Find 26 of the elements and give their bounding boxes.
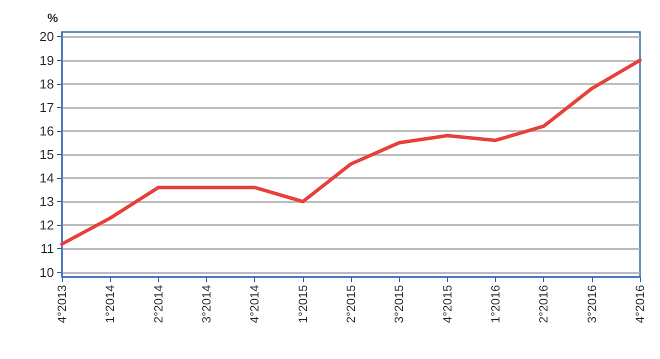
y-tick-label: 19 [40,52,54,68]
y-tick-label: 11 [40,241,54,256]
y-tick-label: 14 [40,170,54,186]
x-tick-label: 2°2016 [536,284,551,324]
x-tick-label: 2°2015 [344,284,358,324]
x-tick-label: 4°2016 [633,284,647,324]
x-tick-label: 4°2015 [440,284,454,324]
x-tick-label: 1°2014 [103,284,118,324]
y-tick-label: 13 [40,194,54,210]
y-tick-label: 10 [40,264,54,280]
x-tick-label: 3°2014 [200,284,214,324]
x-tick-label: 3°2015 [392,284,406,324]
x-tick-label: 1°2016 [488,284,502,324]
y-tick-label: 18 [40,76,54,92]
y-tick-label: 20 [40,29,54,44]
x-tick-label: 3°2016 [584,284,599,324]
y-tick-label: 17 [40,100,54,115]
y-tick-label: 15 [40,147,54,162]
x-tick-label: 4°2014 [248,284,262,324]
x-tick-label: 4°2013 [55,284,69,324]
line-series [60,58,642,246]
y-axis-title: % [47,11,58,25]
x-tick-label: 2°2014 [151,284,166,324]
x-tick-label: 1°2015 [296,284,310,324]
y-tick-label: 12 [40,218,54,233]
y-tick-label: 16 [40,123,54,138]
